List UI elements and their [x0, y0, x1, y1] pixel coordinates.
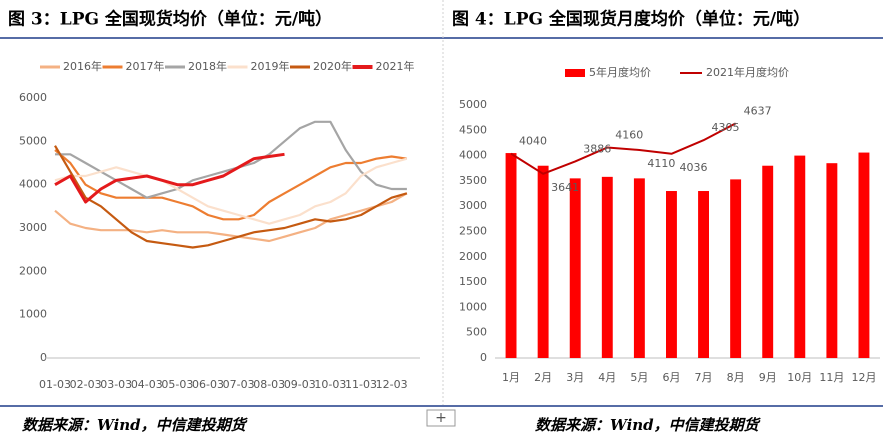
x-tick-label: 05-03 — [161, 378, 193, 391]
bar — [858, 152, 870, 358]
bar — [826, 163, 838, 358]
x-tick-label: 10-03 — [314, 378, 346, 391]
x-tick-label: 6月 — [662, 371, 680, 384]
data-label: 4040 — [519, 135, 547, 148]
x-tick-label: 07-03 — [223, 378, 255, 391]
data-label: 4110 — [647, 157, 675, 170]
data-label: 4160 — [615, 129, 643, 142]
line-series — [54, 149, 408, 221]
y-tick-label: 2000 — [459, 250, 487, 263]
bar — [537, 165, 549, 358]
line-series — [54, 145, 408, 249]
bar — [505, 153, 517, 358]
y-tick-label: 4000 — [459, 149, 487, 162]
y-tick-label: 0 — [480, 351, 487, 364]
legend-label: 2018年 — [188, 59, 227, 73]
x-tick-label: 01-03 — [39, 378, 71, 391]
add-button-icon[interactable]: + — [435, 410, 447, 426]
x-tick-label: 12月 — [851, 371, 876, 384]
bar — [730, 179, 742, 358]
data-label: 4036 — [679, 161, 707, 174]
legend-label: 2016年 — [63, 59, 102, 73]
y-tick-label: 5000 — [19, 134, 47, 147]
y-tick-label: 3000 — [459, 199, 487, 212]
y-tick-label: 2500 — [459, 225, 487, 238]
bar — [633, 178, 645, 358]
bar — [698, 191, 709, 358]
chart-title: 图 4：LPG 全国现货月度均价（单位：元/吨） — [452, 9, 810, 30]
bar — [569, 178, 581, 358]
x-tick-label: 8月 — [727, 371, 745, 384]
y-tick-label: 2000 — [19, 264, 47, 277]
data-label: 4305 — [712, 121, 740, 134]
data-label: 3641 — [551, 181, 579, 194]
bar — [601, 176, 613, 358]
x-tick-label: 3月 — [566, 371, 584, 384]
y-tick-label: 3000 — [19, 221, 47, 234]
y-tick-label: 0 — [40, 351, 47, 364]
x-tick-label: 03-03 — [100, 378, 132, 391]
x-tick-label: 1月 — [502, 371, 520, 384]
y-tick-label: 3500 — [459, 174, 487, 187]
line-series — [54, 192, 408, 243]
x-tick-label: 9月 — [759, 371, 777, 384]
line-series — [510, 122, 737, 175]
legend-label: 2020年 — [313, 59, 352, 73]
legend-label: 5年月度均价 — [589, 65, 651, 79]
x-tick-label: 2月 — [534, 371, 552, 384]
legend-label: 2021年月度均价 — [706, 65, 789, 79]
y-tick-label: 500 — [466, 326, 487, 339]
y-tick-label: 1500 — [459, 275, 487, 288]
y-tick-label: 5000 — [459, 98, 487, 111]
bar — [794, 155, 806, 358]
legend-label: 2019年 — [251, 59, 290, 73]
legend-label: 2017年 — [126, 59, 165, 73]
y-tick-label: 1000 — [19, 308, 47, 321]
legend-label: 2021年 — [376, 59, 415, 73]
line-series — [54, 152, 285, 204]
x-tick-label: 11-03 — [345, 378, 377, 391]
y-tick-label: 4000 — [19, 178, 47, 191]
source: 数据来源：Wind，中信建投期货 — [535, 416, 762, 434]
x-tick-label: 06-03 — [192, 378, 224, 391]
line-series — [54, 157, 408, 225]
bar — [666, 191, 677, 358]
data-label: 3886 — [583, 142, 611, 155]
line-series — [55, 120, 407, 199]
x-tick-label: 10月 — [787, 371, 812, 384]
y-tick-label: 4500 — [459, 123, 487, 136]
x-tick-label: 11月 — [819, 371, 844, 384]
x-tick-label: 04-03 — [131, 378, 163, 391]
y-tick-label: 1000 — [459, 300, 487, 313]
bar — [762, 165, 774, 358]
x-tick-label: 7月 — [695, 371, 713, 384]
data-label: 4637 — [744, 104, 772, 117]
y-tick-label: 6000 — [19, 91, 47, 104]
x-tick-label: 08-03 — [253, 378, 285, 391]
x-tick-label: 12-03 — [376, 378, 408, 391]
source: 数据来源：Wind，中信建投期货 — [22, 416, 249, 434]
x-tick-label: 09-03 — [284, 378, 316, 391]
x-tick-label: 02-03 — [70, 378, 102, 391]
chart-title: 图 3：LPG 全国现货均价（单位：元/吨） — [8, 9, 332, 30]
x-tick-label: 5月 — [630, 371, 648, 384]
x-tick-label: 4月 — [598, 371, 616, 384]
legend-swatch — [565, 69, 585, 77]
add-button[interactable] — [426, 409, 456, 427]
